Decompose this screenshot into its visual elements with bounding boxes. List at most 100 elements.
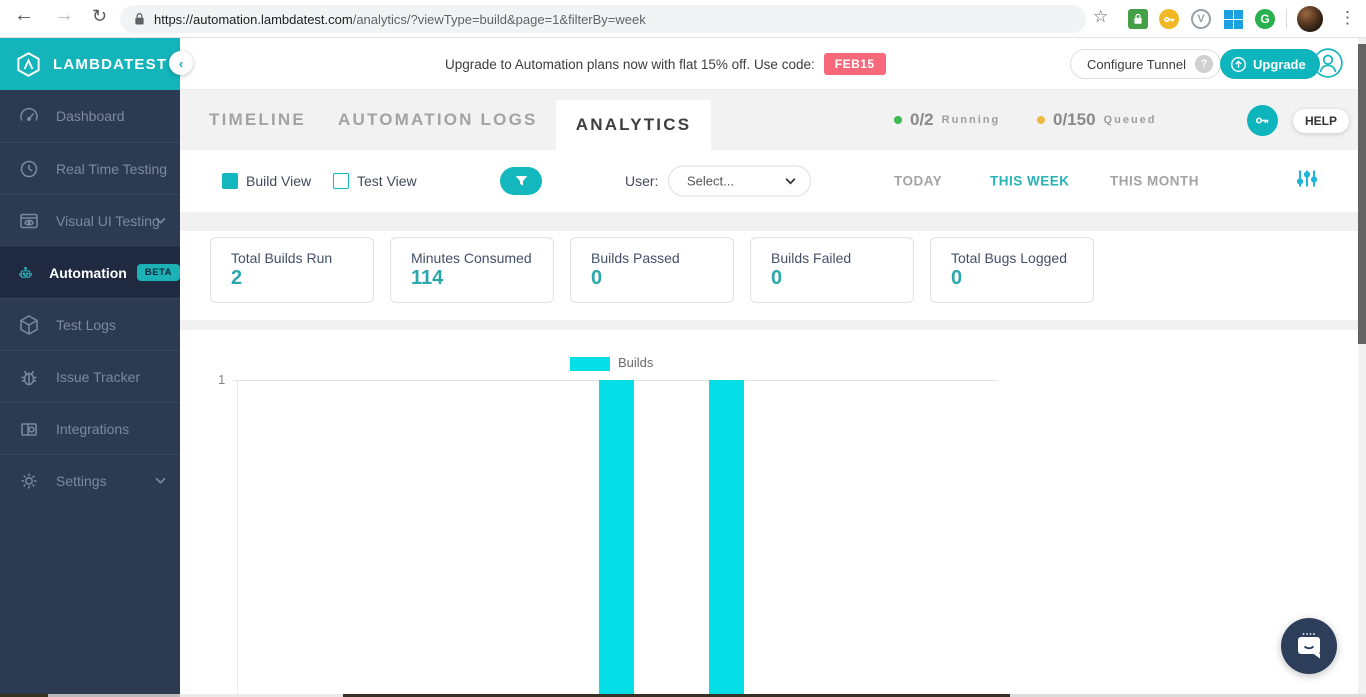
tab-timeline[interactable]: TIMELINE (209, 110, 306, 129)
beta-badge: BETA (136, 264, 180, 281)
help-button[interactable]: HELP (1293, 109, 1350, 133)
sidebar-collapse-button[interactable]: ‹ (169, 51, 193, 75)
windows-extension-icon[interactable] (1224, 9, 1244, 29)
chat-widget-button[interactable] (1281, 618, 1337, 674)
visual-ui-eye-icon (20, 213, 38, 228)
configure-tunnel-button[interactable]: Configure Tunnel ? (1070, 49, 1222, 79)
gear-icon (21, 473, 37, 488)
browser-menu-icon[interactable]: ⋮ (1339, 8, 1356, 27)
running-dot-icon (894, 116, 902, 124)
card-value: 0 (591, 267, 603, 289)
bottom-edge-sliver (1010, 694, 1366, 697)
running-label: Running (941, 114, 1001, 126)
promo-text: Upgrade to Automation plans now with fla… (445, 56, 815, 72)
card-value: 114 (411, 267, 444, 289)
card-minutes-consumed: Minutes Consumed 114 (390, 237, 554, 303)
sidebar-item-visual-ui-testing[interactable]: Visual UI Testing (0, 194, 180, 246)
chat-bubble-icon (1298, 633, 1320, 659)
builds-chart: Builds 1 (180, 330, 1358, 697)
chevron-down-icon (155, 477, 166, 484)
sidebar-item-label: Test Logs (56, 316, 116, 333)
address-bar[interactable]: https://automation.lambdatest.com/analyt… (120, 5, 1086, 33)
section-divider (180, 320, 1358, 330)
sidebar-item-label: Real Time Testing (56, 160, 168, 177)
user-icon (1313, 48, 1343, 78)
queued-dot-icon (1037, 116, 1045, 124)
y-axis-tick: 1 (218, 372, 226, 387)
v-extension-icon[interactable]: V (1191, 9, 1211, 29)
bug-icon (21, 370, 37, 385)
filter-funnel-button[interactable] (500, 167, 542, 195)
chevron-down-icon (155, 217, 166, 224)
bookmark-star-icon[interactable]: ☆ (1093, 7, 1109, 26)
build-view-checkbox[interactable] (222, 173, 238, 189)
summary-cards: Total Builds Run 2 Minutes Consumed 114 … (180, 231, 1358, 320)
legend-label-builds[interactable]: Builds (618, 355, 654, 370)
bar-builds-1[interactable] (599, 380, 634, 694)
queued-label: Queued (1103, 114, 1157, 126)
upgrade-label: Upgrade (1253, 56, 1306, 72)
card-builds-passed: Builds Passed 0 (570, 237, 734, 303)
legend-swatch-builds[interactable] (570, 357, 610, 371)
sidebar-item-automation[interactable]: Automation BETA (0, 246, 180, 298)
card-builds-failed: Builds Failed 0 (750, 237, 914, 303)
brand-name: LAMBDATEST (53, 55, 168, 73)
user-filter-label: User: (625, 173, 659, 189)
access-key-button[interactable] (1247, 105, 1278, 136)
upgrade-arrow-icon (1231, 56, 1246, 72)
chart-settings-button[interactable] (1296, 169, 1318, 194)
build-view-label[interactable]: Build View (246, 173, 312, 189)
funnel-icon (515, 176, 527, 186)
tab-analytics[interactable]: ANALYTICS (556, 100, 711, 150)
card-label: Builds Failed (771, 250, 852, 266)
page-scrollbar-thumb[interactable] (1358, 44, 1366, 344)
forward-icon[interactable]: → (54, 4, 74, 26)
bottom-edge-sliver (0, 694, 48, 697)
lock-extension-icon[interactable] (1128, 9, 1148, 29)
range-this-month[interactable]: THIS MONTH (1110, 173, 1199, 189)
card-total-bugs-logged: Total Bugs Logged 0 (930, 237, 1094, 303)
sidebar-item-integrations[interactable]: Integrations (0, 402, 180, 454)
url-text: https://automation.lambdatest.com/analyt… (154, 11, 646, 27)
sidebar-item-real-time-testing[interactable]: Real Time Testing (0, 142, 180, 194)
profile-avatar[interactable] (1297, 6, 1323, 32)
page-scrollbar-track[interactable] (1358, 38, 1366, 697)
range-today[interactable]: TODAY (894, 173, 943, 189)
grammarly-extension-icon[interactable]: G (1255, 9, 1275, 29)
user-select-value: Select... (687, 173, 734, 189)
main-content: Upgrade to Automation plans now with fla… (180, 38, 1358, 697)
tab-automation-logs[interactable]: AUTOMATION LOGS (338, 110, 538, 129)
cube-icon (20, 314, 38, 335)
lambdatest-logo-icon (17, 51, 40, 77)
sidebar-item-dashboard[interactable]: Dashboard (0, 90, 180, 142)
help-question-icon[interactable]: ? (1195, 55, 1214, 73)
upgrade-button[interactable]: Upgrade (1220, 49, 1320, 79)
configure-tunnel-label: Configure Tunnel (1087, 56, 1187, 72)
promo-code-badge[interactable]: FEB15 (823, 53, 886, 75)
brand-header[interactable]: LAMBDATEST (0, 38, 180, 90)
user-select-dropdown[interactable]: Select... (668, 165, 811, 197)
sidebar-item-label: Settings (56, 472, 107, 489)
sidebar-item-settings[interactable]: Settings (0, 454, 180, 506)
test-view-checkbox[interactable] (333, 173, 349, 189)
sidebar-item-label: Integrations (56, 420, 130, 437)
sidebar-item-label: Dashboard (56, 108, 125, 124)
sidebar-item-test-logs[interactable]: Test Logs (0, 298, 180, 350)
https-lock-icon (135, 13, 144, 25)
account-button[interactable] (1312, 47, 1344, 84)
browser-chrome: ← → ↻ https://automation.lambdatest.com/… (0, 0, 1366, 38)
bottom-edge-sliver (48, 694, 180, 697)
queued-value: 0/150 (1053, 110, 1096, 129)
reload-icon[interactable]: ↻ (92, 6, 108, 26)
x-axis-baseline (343, 694, 1010, 697)
range-this-week[interactable]: THIS WEEK (990, 173, 1070, 189)
key-icon (1255, 117, 1269, 124)
back-icon[interactable]: ← (14, 4, 34, 26)
dashboard-gauge-icon (20, 107, 38, 121)
key-extension-icon[interactable] (1159, 9, 1179, 29)
card-value: 2 (231, 267, 243, 289)
sidebar-item-issue-tracker[interactable]: Issue Tracker (0, 350, 180, 402)
bar-builds-2[interactable] (709, 380, 744, 694)
test-view-label[interactable]: Test View (357, 173, 417, 189)
integrations-icon (21, 422, 37, 436)
